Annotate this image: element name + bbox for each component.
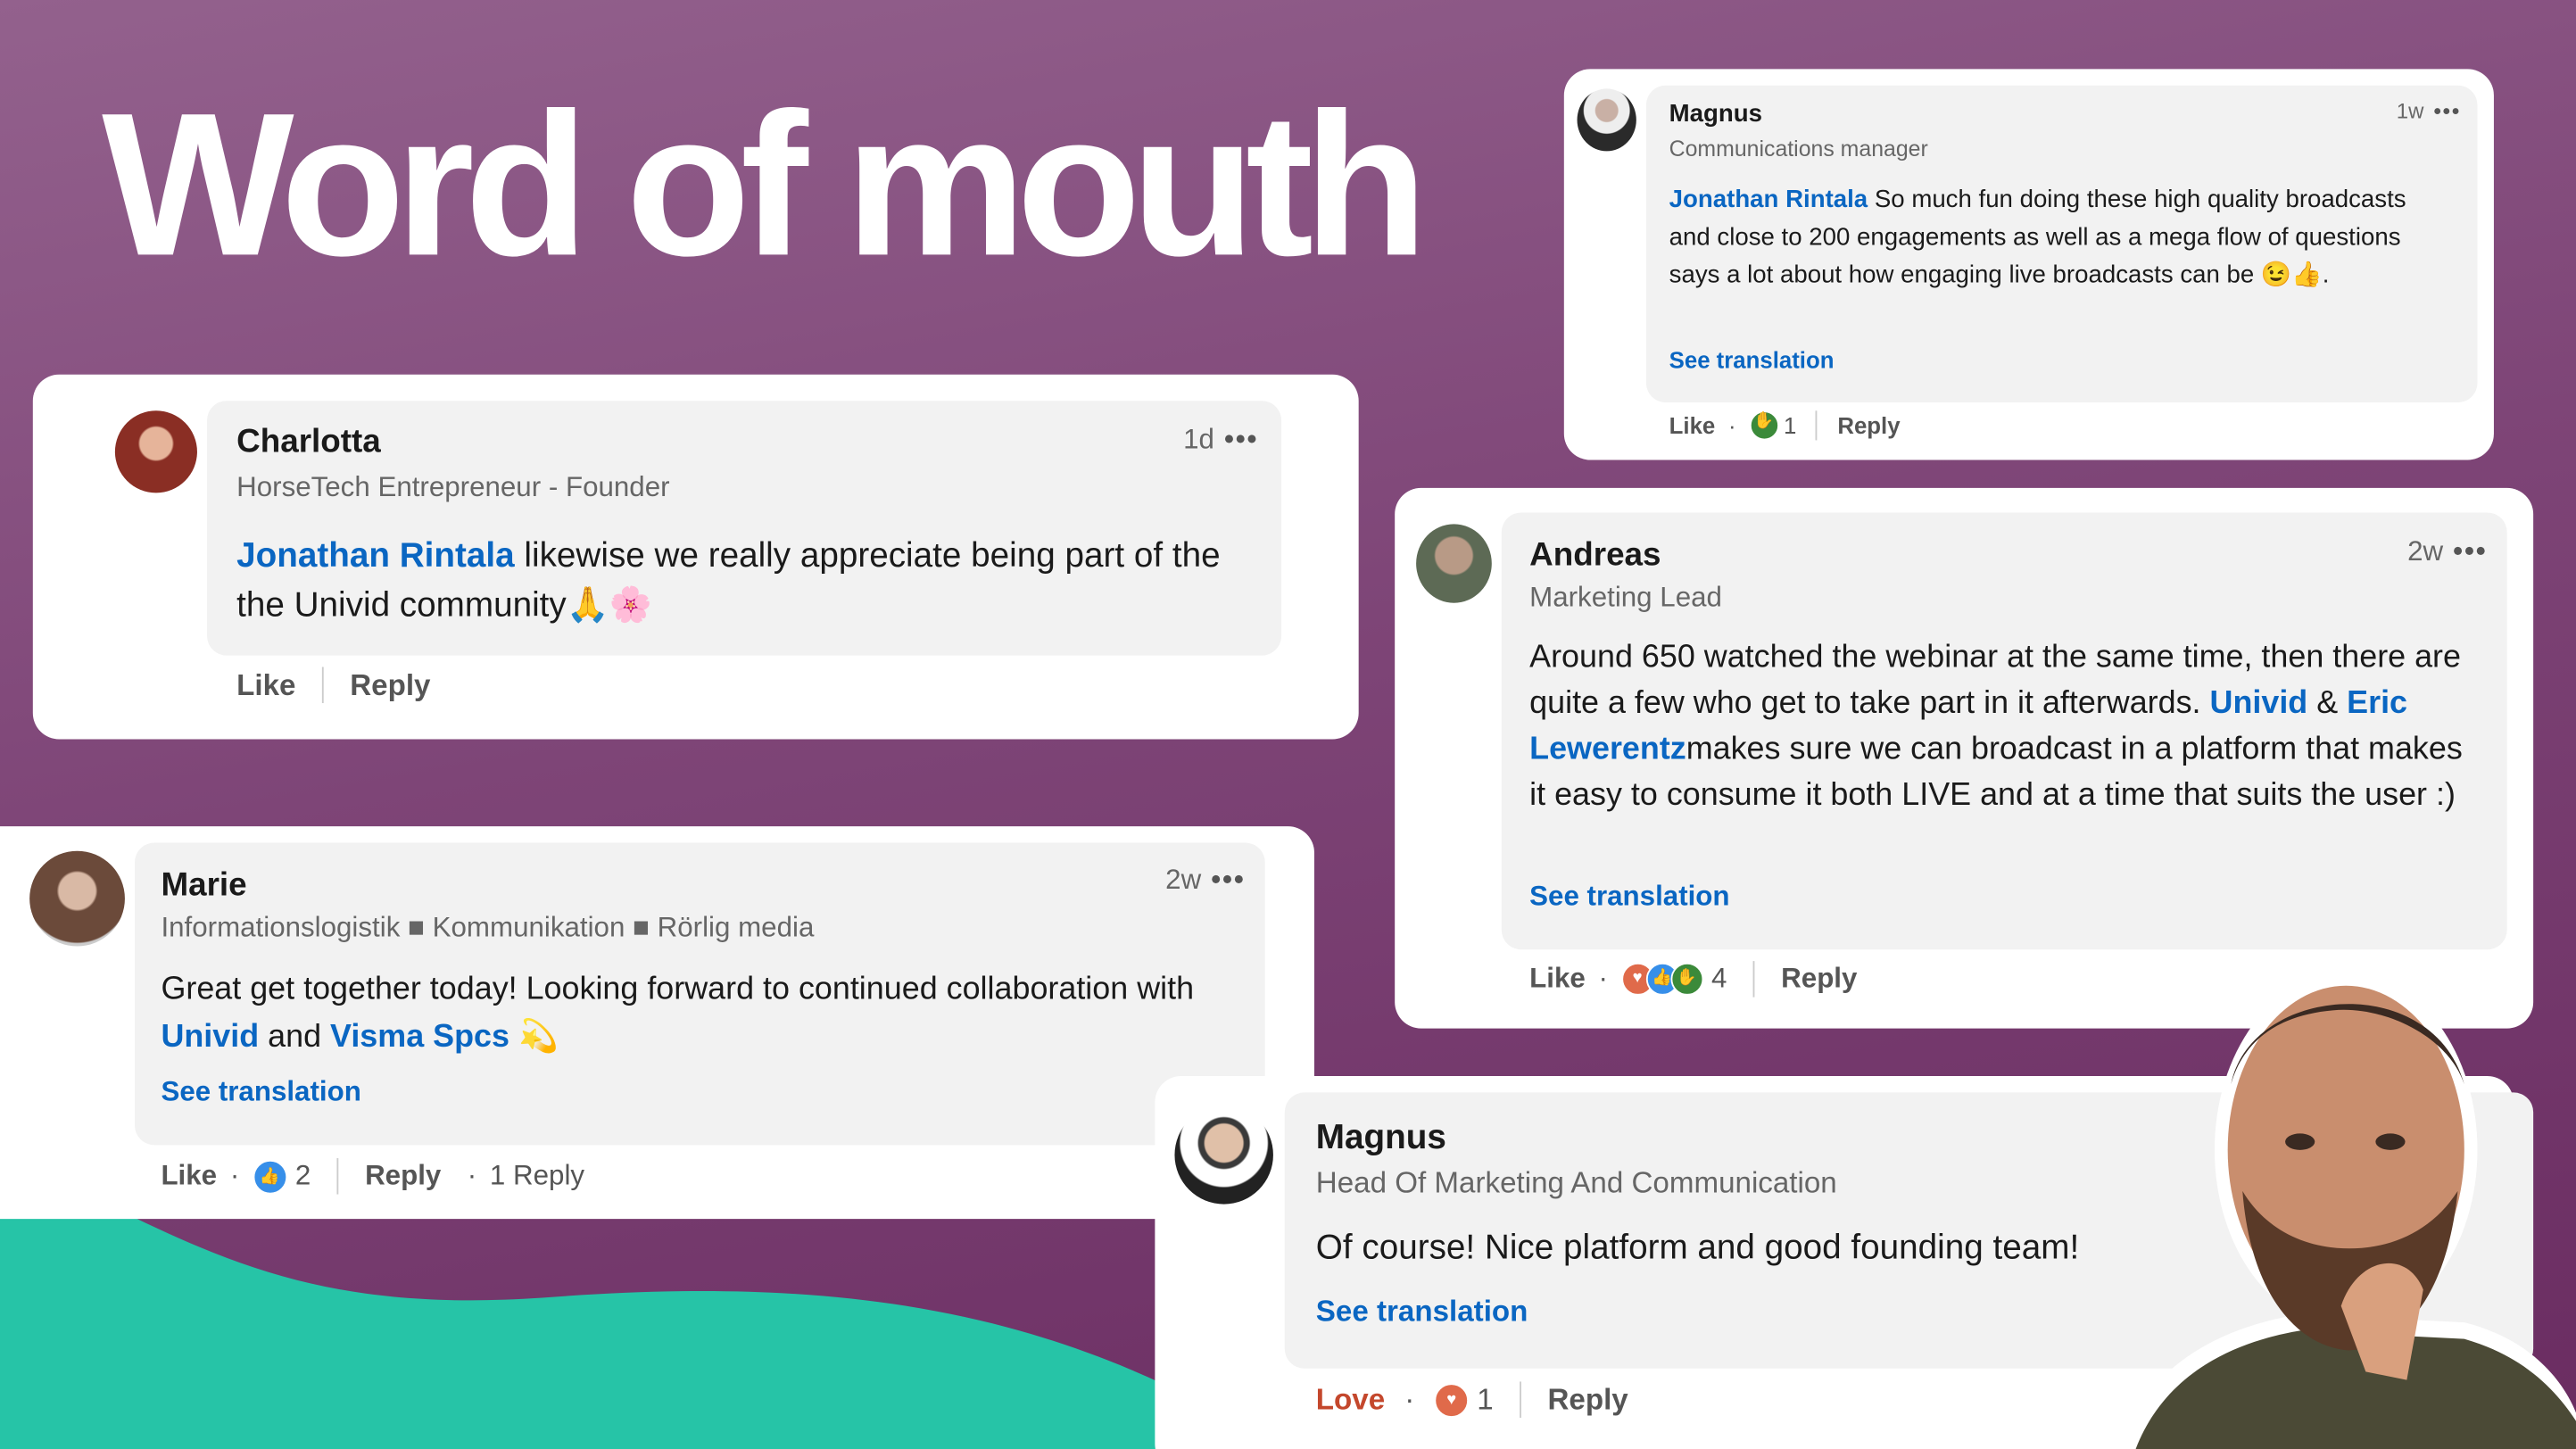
mention-link-eric[interactable]: Eric Lewerentz — [1529, 684, 2408, 767]
mention-link-visma[interactable]: Visma Spcs — [330, 1018, 509, 1056]
dot-separator: · — [229, 1159, 240, 1191]
author-name[interactable]: Marie — [161, 867, 247, 904]
author-headline: Marketing Lead — [1529, 581, 1722, 613]
author-name[interactable]: Andreas — [1529, 537, 1661, 574]
time: 2w — [1165, 864, 1202, 896]
reaction-count[interactable]: 1 — [1783, 412, 1797, 439]
avatar[interactable] — [1174, 1105, 1273, 1205]
reply-button[interactable]: Reply — [1781, 962, 1858, 994]
like-button[interactable]: Like — [236, 667, 296, 701]
comment-bubble: Marie Informationslogistik ■ Kommunikati… — [134, 842, 1265, 1146]
like-button[interactable]: Like — [161, 1159, 218, 1191]
mention-link[interactable]: Jonathan Rintala — [236, 537, 515, 575]
comment-card-magnus-1: Magnus Communications manager 1w ••• Jona… — [1563, 69, 2494, 460]
text: makes sure we can broadcast in a platfor… — [1529, 731, 2463, 814]
see-translation-link[interactable]: See translation — [1529, 880, 1730, 912]
timestamp: 2w ••• — [1165, 864, 1245, 897]
reaction-count[interactable]: 1 — [1477, 1382, 1494, 1416]
divider — [321, 667, 324, 704]
dot-separator: · — [1598, 962, 1608, 994]
timestamp: 1w ••• — [2397, 98, 2461, 123]
avatar[interactable] — [29, 850, 125, 947]
comment-card-marie: Marie Informationslogistik ■ Kommunikati… — [0, 826, 1314, 1220]
comment-text: Around 650 watched the webinar at the sa… — [1529, 634, 2482, 818]
like-button[interactable]: Like — [1669, 412, 1716, 439]
author-name[interactable]: Magnus — [1315, 1118, 1446, 1157]
avatar[interactable] — [114, 410, 197, 493]
comment-card-charlotta: Charlotta HorseTech Entrepreneur - Found… — [32, 374, 1359, 740]
dot-separator: · — [1404, 1382, 1415, 1416]
author-name[interactable]: Magnus — [1669, 100, 1763, 128]
dot-separator: · — [467, 1159, 477, 1191]
like-button[interactable]: Like — [1529, 962, 1586, 994]
comment-bubble: Magnus Communications manager 1w ••• Jona… — [1645, 85, 2478, 403]
more-options-icon[interactable]: ••• — [2433, 98, 2462, 124]
mention-link[interactable]: Jonathan Rintala — [1669, 186, 1868, 214]
text: & — [2307, 684, 2348, 722]
like-reaction-icon: 👍 — [252, 1158, 287, 1194]
comment-actions: Like · ✋ 1 Reply — [1669, 410, 1901, 441]
time: 2w — [2407, 535, 2444, 567]
presenter-photo — [2119, 972, 2576, 1449]
comment-text: Jonathan Rintala So much fun doing these… — [1669, 181, 2441, 294]
comment-text: Of course! Nice platform and good foundi… — [1315, 1229, 2080, 1267]
comment-text: Jonathan Rintala likewise we really appr… — [236, 533, 1238, 631]
author-headline: HorseTech Entrepreneur - Founder — [236, 471, 670, 503]
time: 1w — [2396, 98, 2424, 124]
timestamp: 1d ••• — [1183, 424, 1258, 457]
more-options-icon[interactable]: ••• — [1223, 424, 1259, 456]
avatar[interactable] — [1416, 524, 1492, 603]
reaction-count[interactable]: 4 — [1710, 962, 1727, 994]
celebrate-reaction-icon: ✋ — [1669, 962, 1703, 996]
avatar[interactable] — [1577, 88, 1636, 152]
reply-button[interactable]: Reply — [350, 667, 431, 701]
comment-bubble: Charlotta HorseTech Entrepreneur - Found… — [206, 401, 1282, 656]
comment-actions: Like · 👍 2 Reply · 1 Reply — [161, 1158, 584, 1195]
comment-bubble: Andreas Marketing Lead 2w ••• Around 650 … — [1501, 512, 2507, 950]
reply-button[interactable]: Reply — [1547, 1382, 1628, 1416]
mention-link-univid[interactable]: Univid — [161, 1018, 260, 1056]
see-translation-link[interactable]: See translation — [1669, 346, 1835, 373]
timestamp: 2w ••• — [2407, 535, 2487, 568]
reply-button[interactable]: Reply — [365, 1159, 442, 1191]
text: So much fun doing these high quality bro… — [1669, 186, 2406, 290]
author-headline: Informationslogistik ■ Kommunikation ■ R… — [161, 911, 815, 943]
text: 💫 — [509, 1018, 559, 1056]
text: Great get together today! Looking forwar… — [161, 971, 1195, 1007]
see-translation-link[interactable]: See translation — [1315, 1294, 1528, 1328]
author-name[interactable]: Charlotta — [236, 424, 381, 460]
comment-actions: Like · ♥ 👍 ✋ 4 Reply — [1529, 961, 1857, 998]
love-button[interactable]: Love — [1315, 1382, 1386, 1416]
love-reaction-icon: ♥ — [1434, 1382, 1470, 1418]
reply-button[interactable]: Reply — [1837, 412, 1901, 439]
replies-count-link[interactable]: 1 Reply — [489, 1159, 585, 1191]
comment-actions: Love · ♥ 1 Reply — [1316, 1381, 1628, 1418]
comment-card-andreas: Andreas Marketing Lead 2w ••• Around 650 … — [1395, 487, 2534, 1029]
text: likewise we really appreciate being part… — [236, 537, 1221, 625]
mention-link-univid[interactable]: Univid — [2209, 684, 2308, 722]
divider — [1752, 961, 1755, 998]
divider — [1816, 410, 1818, 441]
celebrate-reaction-icon: ✋ — [1749, 410, 1779, 441]
comment-text: Great get together today! Looking forwar… — [161, 966, 1245, 1062]
time: 1d — [1183, 424, 1214, 456]
more-options-icon[interactable]: ••• — [1211, 864, 1246, 896]
text: Around 650 watched the webinar at the sa… — [1529, 639, 2462, 722]
author-headline: Head Of Marketing And Communication — [1315, 1166, 1837, 1200]
page-title: Word of mouth — [102, 72, 1428, 300]
divider — [336, 1158, 339, 1195]
dot-separator: · — [1727, 412, 1736, 439]
author-headline: Communications manager — [1669, 136, 1928, 161]
divider — [1520, 1381, 1522, 1418]
see-translation-link[interactable]: See translation — [161, 1075, 361, 1107]
reaction-count[interactable]: 2 — [294, 1159, 311, 1191]
more-options-icon[interactable]: ••• — [2453, 535, 2488, 567]
comment-actions: Like Reply — [236, 667, 431, 704]
text: and — [259, 1018, 331, 1056]
